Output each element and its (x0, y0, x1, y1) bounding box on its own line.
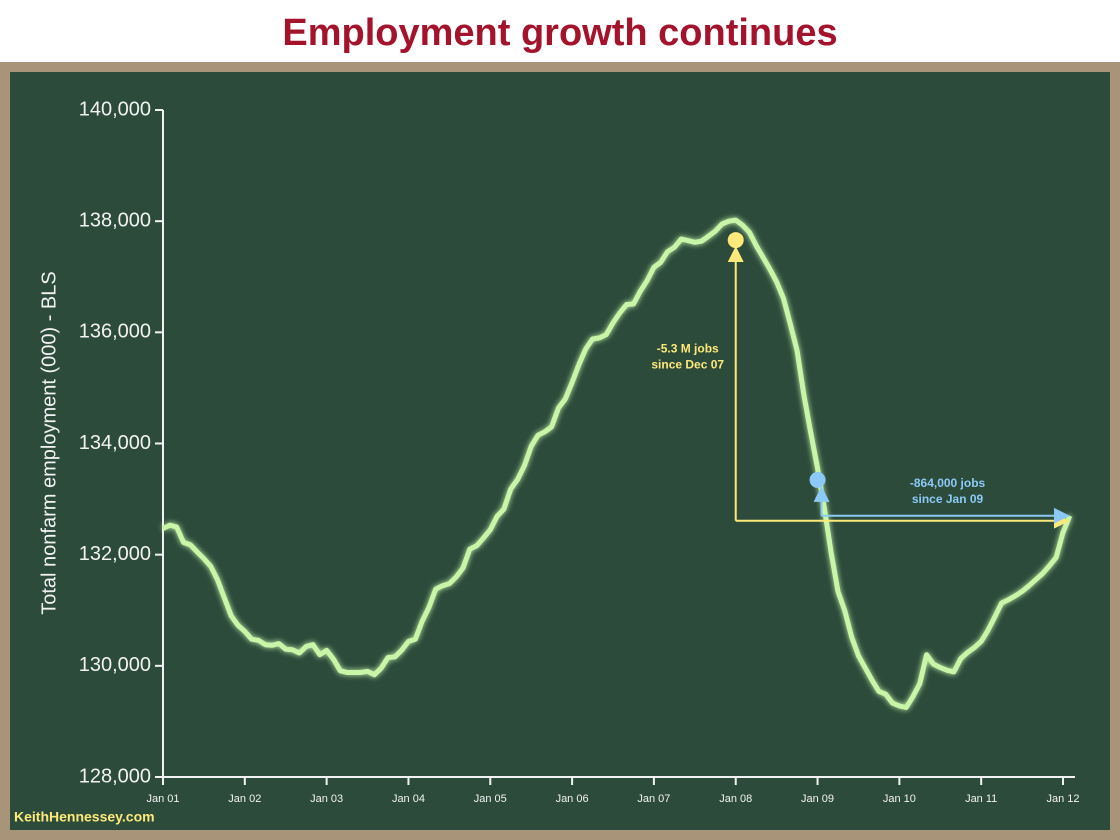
y-tick-label: 136,000 (79, 321, 151, 343)
x-tick-label: Jan 09 (801, 793, 834, 805)
annotation-text: since Dec 07 (651, 358, 724, 372)
annotation-text: -5.3 M jobs (657, 342, 719, 356)
marker (727, 232, 744, 249)
x-tick-label: Jan 07 (637, 793, 670, 805)
x-tick-label: Jan 05 (474, 793, 507, 805)
board (10, 72, 1110, 830)
y-tick-label: 138,000 (79, 209, 151, 231)
watermark: KeithHennessey.com (14, 809, 155, 825)
y-tick-label: 140,000 (79, 98, 151, 120)
x-tick-label: Jan 01 (146, 793, 179, 805)
annotation-text: -864,000 jobs (910, 476, 986, 490)
x-tick-label: Jan 06 (556, 793, 589, 805)
chart-title: Employment growth continues (282, 12, 837, 54)
annotation-text: since Jan 09 (912, 492, 984, 506)
y-tick-label: 128,000 (79, 765, 151, 787)
data-line (161, 217, 1073, 710)
marker (809, 471, 826, 488)
x-tick-label: Jan 03 (310, 793, 343, 805)
x-tick-label: Jan 02 (228, 793, 261, 805)
y-axis-label: Total nonfarm employment (000) - BLS (38, 271, 60, 615)
y-tick-label: 134,000 (79, 432, 151, 454)
x-tick-label: Jan 08 (719, 793, 752, 805)
y-tick-label: 132,000 (79, 543, 151, 565)
x-tick-label: Jan 10 (883, 793, 916, 805)
x-tick-label: Jan 04 (392, 793, 425, 805)
y-tick-label: 130,000 (79, 654, 151, 676)
x-tick-label: Jan 12 (1046, 793, 1079, 805)
x-tick-label: Jan 11 (965, 793, 997, 805)
